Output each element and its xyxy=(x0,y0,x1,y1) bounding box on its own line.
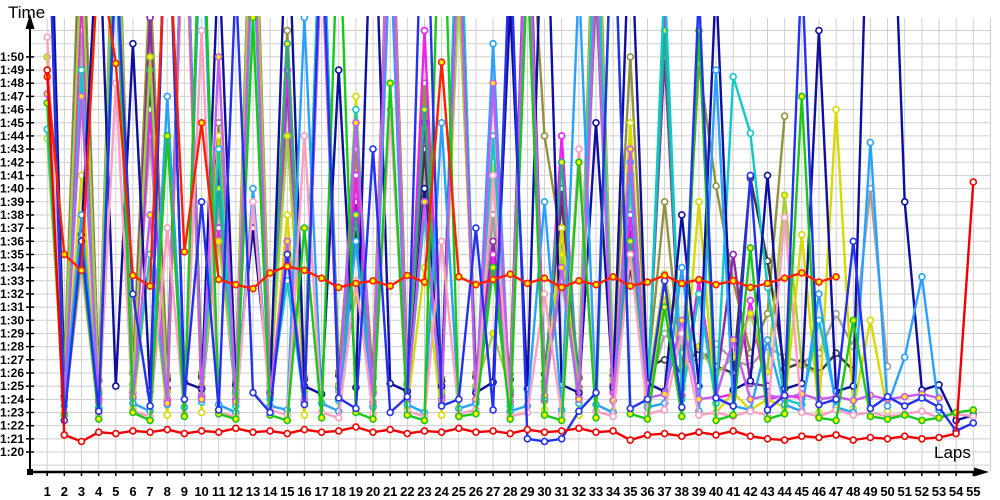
y-tick-label: 1:49 xyxy=(0,63,24,77)
series-s16-red-mid xyxy=(43,16,840,293)
x-tick-label: 43 xyxy=(760,484,774,499)
x-tick-label: 3 xyxy=(78,484,85,499)
x-tick-labels: 1 2 3 4 5 6 7 8 9 10 11 12 13 14 15 16 17 18 19 20 21 22 23 24 2… xyxy=(44,484,981,499)
x-tick-label: 4 xyxy=(95,484,103,499)
x-tick-label: 37 xyxy=(657,484,671,499)
x-tick-label: 47 xyxy=(829,484,843,499)
x-tick-label: 23 xyxy=(417,484,431,499)
x-tick-label: 16 xyxy=(297,484,311,499)
x-tick-label: 35 xyxy=(623,484,637,499)
series-s14-green xyxy=(43,16,978,425)
y-tick-label: 1:37 xyxy=(0,221,24,235)
x-tick-label: 33 xyxy=(589,484,603,499)
x-tick-label: 15 xyxy=(280,484,294,499)
y-tick-label: 1:44 xyxy=(0,129,24,143)
series-s15-blue xyxy=(50,16,978,446)
y-tick-label: 1:20 xyxy=(0,445,24,459)
x-tick-label: 41 xyxy=(726,484,740,499)
x-tick-label: 17 xyxy=(314,484,328,499)
x-tick-label: 12 xyxy=(229,484,243,499)
x-tick-label: 25 xyxy=(452,484,466,499)
x-tick-label: 2 xyxy=(61,484,68,499)
x-tick-label: 42 xyxy=(743,484,757,499)
y-tick-labels: 1:201:211:221:231:241:251:261:271:281:29… xyxy=(0,50,24,459)
x-tick-label: 34 xyxy=(606,484,621,499)
x-tick-label: 26 xyxy=(469,484,483,499)
x-tick-label: 8 xyxy=(164,484,171,499)
y-tick-label: 1:40 xyxy=(0,182,24,196)
y-tick-label: 1:50 xyxy=(0,50,24,64)
x-tick-label: 52 xyxy=(915,484,929,499)
y-tick-label: 1:31 xyxy=(0,300,24,314)
x-tick-label: 40 xyxy=(709,484,723,499)
x-tick-label: 5 xyxy=(112,484,119,499)
x-tick-label: 50 xyxy=(880,484,894,499)
x-tick-label: 19 xyxy=(349,484,363,499)
x-tick-label: 18 xyxy=(332,484,346,499)
y-tick-label: 1:24 xyxy=(0,392,24,406)
y-tick-label: 1:34 xyxy=(0,261,24,275)
x-tick-label: 6 xyxy=(129,484,136,499)
y-tick-label: 1:38 xyxy=(0,208,24,222)
x-tick-label: 11 xyxy=(212,484,226,499)
y-tick-label: 1:25 xyxy=(0,379,24,393)
x-tick-label: 45 xyxy=(795,484,809,499)
x-tick-label: 53 xyxy=(932,484,946,499)
x-tick-label: 27 xyxy=(486,484,500,499)
x-axis-title: Laps xyxy=(934,443,971,462)
x-tick-label: 9 xyxy=(181,484,188,499)
x-tick-label: 28 xyxy=(503,484,517,499)
y-tick-label: 1:33 xyxy=(0,274,24,288)
x-tick-label: 22 xyxy=(400,484,414,499)
y-tick-label: 1:26 xyxy=(0,366,24,380)
y-tick-label: 1:22 xyxy=(0,419,24,433)
y-tick-label: 1:48 xyxy=(0,76,24,90)
y-axis-title: Time xyxy=(8,3,46,22)
y-tick-label: 1:46 xyxy=(0,103,24,117)
x-tick-label: 13 xyxy=(246,484,260,499)
y-tick-label: 1:45 xyxy=(0,116,24,130)
x-tick-label: 36 xyxy=(640,484,654,499)
x-tick-label: 38 xyxy=(675,484,689,499)
x-tick-label: 49 xyxy=(863,484,877,499)
x-tick-label: 55 xyxy=(966,484,980,499)
y-tick-label: 1:27 xyxy=(0,353,24,367)
x-tick-label: 20 xyxy=(366,484,380,499)
x-tick-label: 48 xyxy=(846,484,860,499)
y-tick-label: 1:29 xyxy=(0,326,24,340)
axes xyxy=(25,14,989,477)
y-tick-label: 1:42 xyxy=(0,155,24,169)
y-tick-label: 1:32 xyxy=(0,287,24,301)
x-tick-label: 54 xyxy=(949,484,964,499)
x-tick-label: 10 xyxy=(194,484,208,499)
y-tick-label: 1:39 xyxy=(0,195,24,209)
x-tick-label: 1 xyxy=(44,484,51,499)
x-tick-label: 14 xyxy=(263,484,278,499)
x-tick-label: 7 xyxy=(146,484,153,499)
y-tick-label: 1:21 xyxy=(0,432,24,446)
x-tick-label: 29 xyxy=(520,484,534,499)
y-tick-label: 1:35 xyxy=(0,247,24,261)
y-tick-label: 1:43 xyxy=(0,142,24,156)
y-tick-label: 1:47 xyxy=(0,89,24,103)
x-tick-label: 24 xyxy=(434,484,449,499)
y-tick-label: 1:41 xyxy=(0,168,24,182)
x-tick-label: 44 xyxy=(777,484,792,499)
y-tick-label: 1:30 xyxy=(0,313,24,327)
y-tick-label: 1:23 xyxy=(0,405,24,419)
x-tick-label: 46 xyxy=(812,484,826,499)
series-s17-red-low xyxy=(43,66,978,446)
x-tick-label: 31 xyxy=(554,484,568,499)
y-tick-label: 1:36 xyxy=(0,234,24,248)
x-tick-label: 51 xyxy=(897,484,911,499)
x-tick-label: 30 xyxy=(537,484,551,499)
y-tick-label: 1:28 xyxy=(0,340,24,354)
x-tick-label: 39 xyxy=(692,484,706,499)
x-tick-label: 32 xyxy=(572,484,586,499)
x-tick-label: 21 xyxy=(383,484,397,499)
series-lines xyxy=(43,16,978,446)
